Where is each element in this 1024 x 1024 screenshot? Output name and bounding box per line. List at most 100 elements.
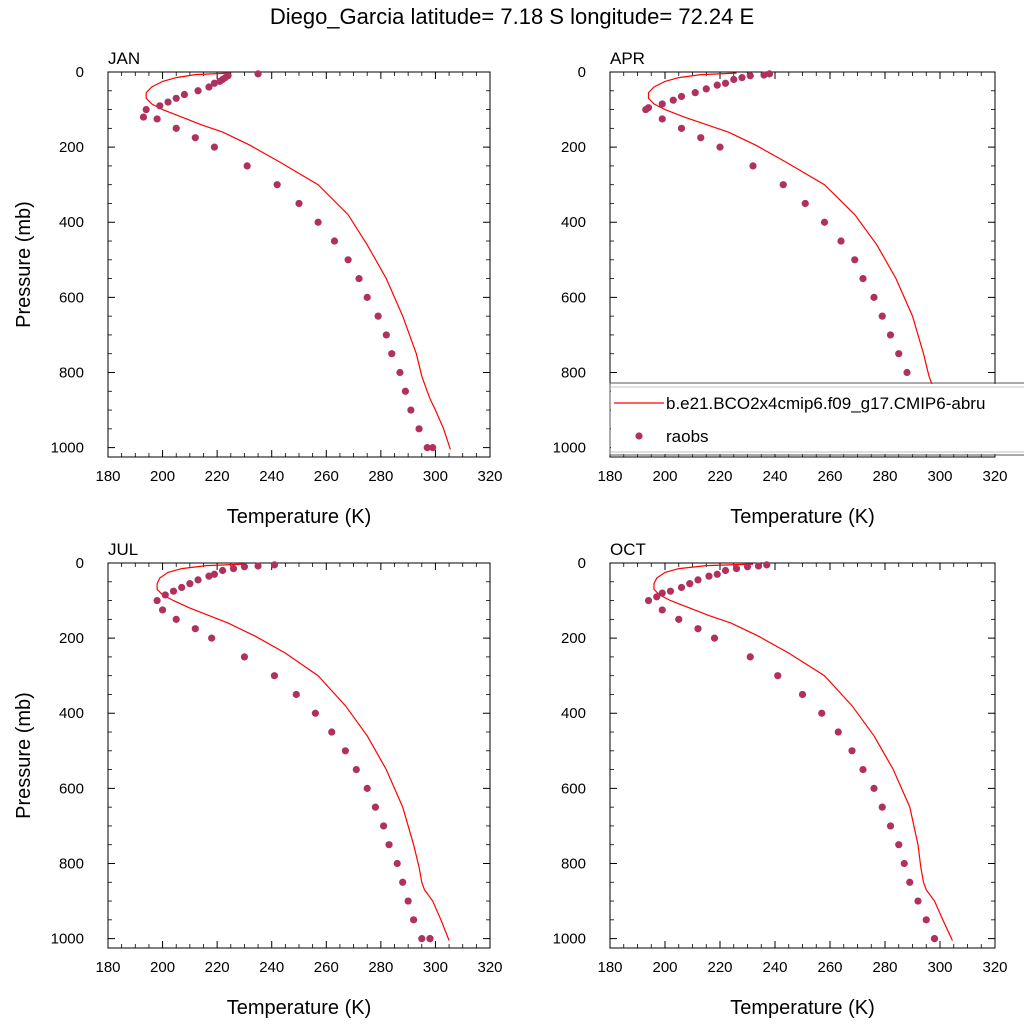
raobs-point: [653, 593, 661, 601]
raobs-point: [158, 606, 167, 614]
raobs-point: [240, 563, 249, 571]
x-tick-label: 200: [150, 959, 175, 976]
raobs-point: [393, 859, 401, 868]
x-tick-label: 280: [872, 959, 897, 976]
raobs-point: [153, 115, 161, 123]
raobs-point: [341, 747, 349, 755]
raobs-point: [870, 293, 878, 301]
raobs-point: [295, 199, 303, 208]
raobs-point: [878, 312, 886, 320]
raobs-point: [254, 70, 262, 78]
raobs-point: [273, 181, 281, 189]
raobs-point: [895, 350, 903, 358]
x-tick-label: 300: [423, 959, 448, 976]
y-tick-label: 1000: [553, 440, 586, 457]
raobs-point: [355, 274, 363, 283]
raobs-point: [153, 596, 161, 605]
raobs-point: [180, 90, 188, 99]
x-tick-label: 260: [314, 468, 339, 485]
raobs-point: [426, 935, 434, 943]
raobs-point: [666, 587, 675, 595]
raobs-point: [713, 570, 721, 578]
y-tick-label: 1000: [51, 440, 84, 457]
x-tick-label: 320: [477, 959, 502, 976]
raobs-point: [774, 672, 782, 680]
raobs-point: [352, 765, 360, 774]
raobs-point: [363, 293, 371, 301]
x-tick-label: 180: [95, 959, 120, 976]
plot-frame: [107, 562, 491, 949]
raobs-point: [903, 368, 911, 377]
y-tick-label: 0: [578, 555, 586, 572]
raobs-point: [205, 83, 213, 91]
raobs-point: [429, 444, 437, 452]
raobs-point: [385, 841, 393, 849]
raobs-point: [669, 96, 677, 104]
x-tick-label: 240: [762, 959, 787, 976]
y-tick-label: 800: [59, 855, 84, 872]
raobs-point: [834, 728, 842, 736]
raobs-point: [388, 350, 396, 358]
raobs-point: [779, 181, 787, 189]
y-axis-label: Pressure (mb): [13, 692, 35, 819]
x-tick-label: 200: [652, 468, 677, 485]
raobs-point: [886, 822, 895, 830]
raobs-point: [677, 583, 686, 592]
raobs-point: [186, 580, 194, 588]
y-axis-label: Pressure (mb): [13, 201, 35, 328]
raobs-point: [229, 565, 238, 573]
x-tick-label: 180: [597, 468, 622, 485]
x-axis-label: Temperature (K): [730, 506, 875, 528]
raobs-point: [754, 562, 763, 570]
raobs-point: [710, 634, 719, 642]
raobs-point: [270, 561, 279, 569]
legend: b.e21.BCO2x4cmip6.f09_g17.CMIP6-abruraob…: [609, 382, 1024, 456]
y-tick-label: 1000: [553, 931, 586, 948]
raobs-point: [407, 406, 415, 414]
raobs-point: [702, 85, 710, 93]
panel-title: JAN: [108, 49, 140, 68]
y-tick-label: 600: [59, 289, 84, 306]
raobs-point: [169, 587, 178, 595]
raobs-point: [886, 331, 895, 339]
raobs-point: [210, 79, 219, 87]
raobs-point: [191, 134, 199, 142]
raobs-point: [922, 916, 930, 924]
raobs-point: [254, 562, 262, 570]
raobs-point: [208, 634, 216, 642]
raobs-point: [415, 425, 423, 433]
x-tick-label: 300: [423, 468, 448, 485]
raobs-point: [738, 74, 746, 82]
raobs-point: [410, 916, 418, 924]
raobs-point: [142, 105, 150, 114]
x-tick-label: 280: [368, 468, 393, 485]
x-tick-label: 220: [707, 959, 732, 976]
x-tick-label: 180: [597, 959, 622, 976]
raobs-point: [371, 803, 379, 811]
raobs-point: [418, 935, 426, 943]
panel-oct: OCT 180 200 220 240 260 280 300 320 0 200 400 600 800…: [553, 540, 1008, 1019]
y-tick-label: 1000: [51, 931, 84, 948]
raobs-point: [156, 102, 164, 110]
raobs-point: [675, 615, 683, 623]
raobs-point: [330, 237, 339, 245]
legend-obs-label: raobs: [666, 427, 709, 446]
raobs-point: [219, 566, 227, 575]
x-tick-label: 300: [927, 959, 952, 976]
legend-model-label: b.e21.BCO2x4cmip6.f09_g17.CMIP6-abru: [666, 394, 985, 413]
raobs-point: [732, 565, 741, 573]
x-tick-label: 280: [872, 468, 897, 485]
x-axis-label: Temperature (K): [227, 997, 372, 1019]
raobs-point: [763, 561, 771, 569]
y-tick-label: 800: [561, 364, 586, 381]
y-tick-label: 200: [561, 630, 586, 647]
x-tick-label: 200: [652, 959, 677, 976]
raobs-point: [837, 237, 845, 245]
x-tick-label: 320: [982, 959, 1007, 976]
legend-point-swatch: [635, 432, 643, 440]
raobs-point: [859, 274, 867, 283]
raobs-point: [161, 591, 169, 599]
raobs-point: [205, 572, 213, 580]
panel-jan: JAN 180 200 220 240 260 280 300 320 0 200 400 600 800…: [13, 49, 503, 528]
